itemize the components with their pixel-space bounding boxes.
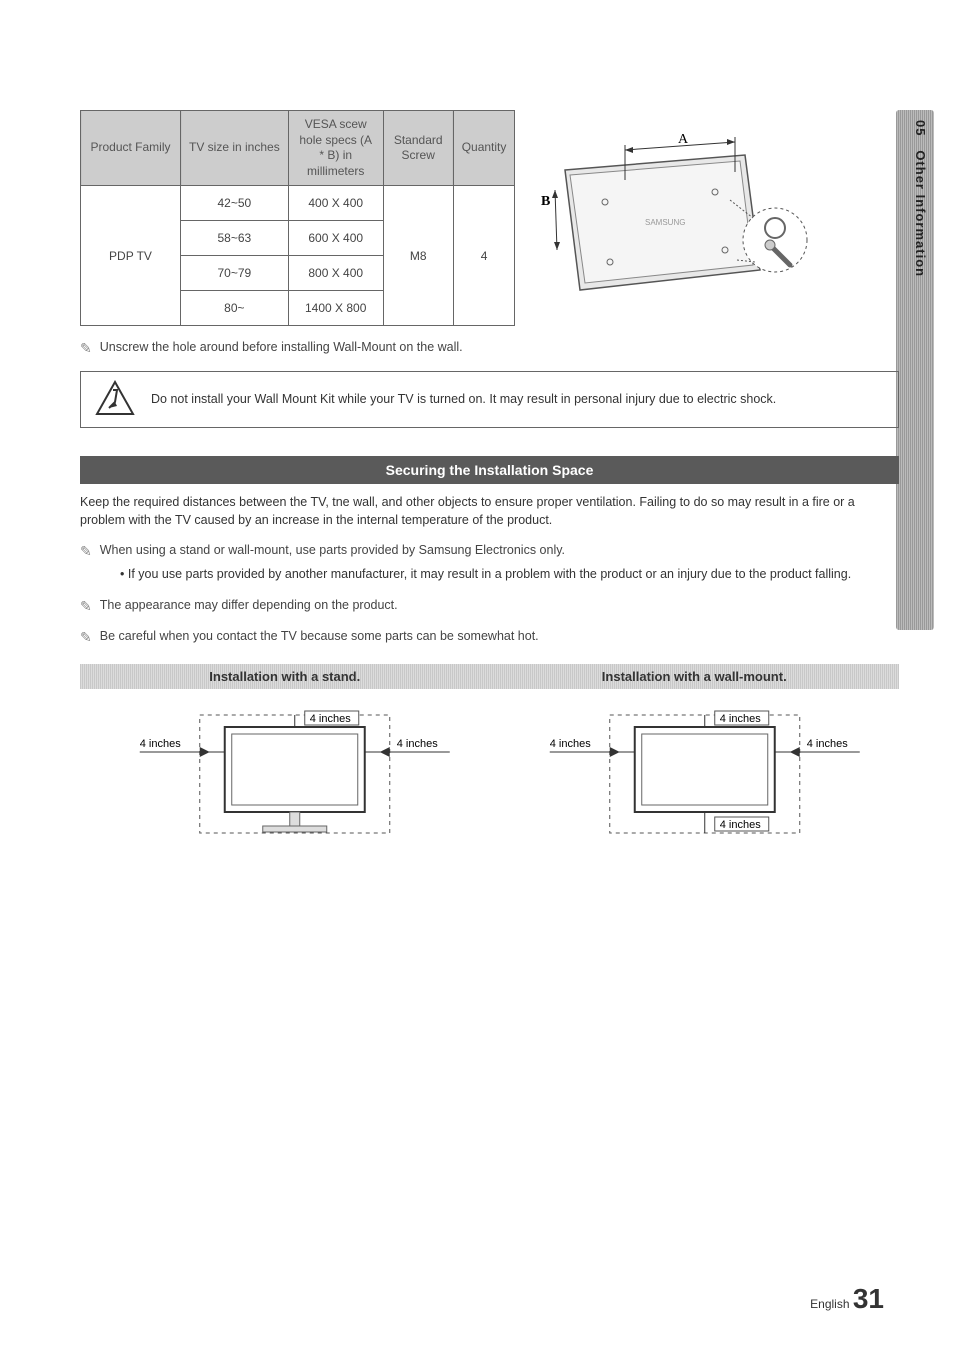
page-content: Product Family TV size in inches VESA sc… [0, 0, 954, 887]
clearance-left: 4 inches [140, 738, 181, 750]
note-appearance: ✎ The appearance may differ depending on… [80, 598, 899, 615]
tv-diagram-svg: A B SAMSUNG [535, 110, 815, 320]
clearance-right: 4 inches [806, 738, 847, 750]
td-family: PDP TV [81, 186, 181, 326]
th-size: TV size in inches [181, 111, 289, 186]
clearance-top: 4 inches [719, 713, 760, 725]
td-size: 80~ [181, 291, 289, 326]
note-icon: ✎ [80, 543, 92, 560]
diagram-label-b: B [541, 194, 550, 209]
clearance-bottom: 4 inches [719, 819, 760, 831]
bullet-other-mfr: • If you use parts provided by another m… [120, 566, 899, 584]
install-stand-diagram: 4 inches 4 inches 4 inches [80, 697, 490, 847]
diagram-label-a: A [678, 132, 689, 147]
td-size: 58~63 [181, 221, 289, 256]
clearance-top: 4 inches [310, 713, 351, 725]
install-wall-diagram: 4 inches 4 inches 4 inches 4 inches [490, 697, 900, 847]
td-screw: M8 [383, 186, 453, 326]
install-row: Installation with a stand. 4 inches [80, 664, 899, 847]
th-vesa: VESA scew hole specs (A * B) in millimet… [288, 111, 383, 186]
note-samsung-text: When using a stand or wall-mount, use pa… [100, 543, 565, 557]
td-vesa: 400 X 400 [288, 186, 383, 221]
tv-back-diagram: A B SAMSUNG [535, 110, 899, 320]
note-icon: ✎ [80, 629, 92, 646]
note-hot-text: Be careful when you contact the TV becau… [100, 629, 539, 643]
note-samsung-only: ✎ When using a stand or wall-mount, use … [80, 543, 899, 560]
note-unscrew-text: Unscrew the hole around before installin… [100, 340, 463, 354]
note-icon: ✎ [80, 340, 92, 357]
top-row: Product Family TV size in inches VESA sc… [80, 110, 899, 326]
warning-text: Do not install your Wall Mount Kit while… [151, 391, 776, 409]
section-bar: Securing the Installation Space [80, 456, 899, 484]
td-qty: 4 [453, 186, 515, 326]
note-icon: ✎ [80, 598, 92, 615]
warning-box: Do not install your Wall Mount Kit while… [80, 371, 899, 428]
note-appearance-text: The appearance may differ depending on t… [100, 598, 398, 612]
th-qty: Quantity [453, 111, 515, 186]
install-wall-col: Installation with a wall-mount. 4 inches… [490, 664, 900, 847]
table-row: PDP TV 42~50 400 X 400 M8 4 [81, 186, 515, 221]
td-vesa: 600 X 400 [288, 221, 383, 256]
install-stand-col: Installation with a stand. 4 inches [80, 664, 490, 847]
clearance-right: 4 inches [397, 738, 438, 750]
vesa-spec-table: Product Family TV size in inches VESA sc… [80, 110, 515, 326]
note-hot: ✎ Be careful when you contact the TV bec… [80, 629, 899, 646]
td-size: 42~50 [181, 186, 289, 221]
footer-lang: English [810, 1297, 849, 1311]
intro-text: Keep the required distances between the … [80, 494, 899, 529]
td-vesa: 800 X 400 [288, 256, 383, 291]
footer-page: 31 [853, 1283, 884, 1314]
bullet-other-mfr-text: If you use parts provided by another man… [128, 567, 851, 581]
install-wall-header: Installation with a wall-mount. [490, 664, 900, 689]
clearance-left: 4 inches [549, 738, 590, 750]
td-size: 70~79 [181, 256, 289, 291]
page-footer: English 31 [810, 1283, 884, 1315]
tv-brand-text: SAMSUNG [645, 218, 685, 227]
td-vesa: 1400 X 800 [288, 291, 383, 326]
table-header-row: Product Family TV size in inches VESA sc… [81, 111, 515, 186]
th-family: Product Family [81, 111, 181, 186]
th-screw: Standard Screw [383, 111, 453, 186]
note-unscrew: ✎ Unscrew the hole around before install… [80, 340, 899, 357]
warning-icon [95, 380, 131, 419]
install-stand-header: Installation with a stand. [80, 664, 490, 689]
